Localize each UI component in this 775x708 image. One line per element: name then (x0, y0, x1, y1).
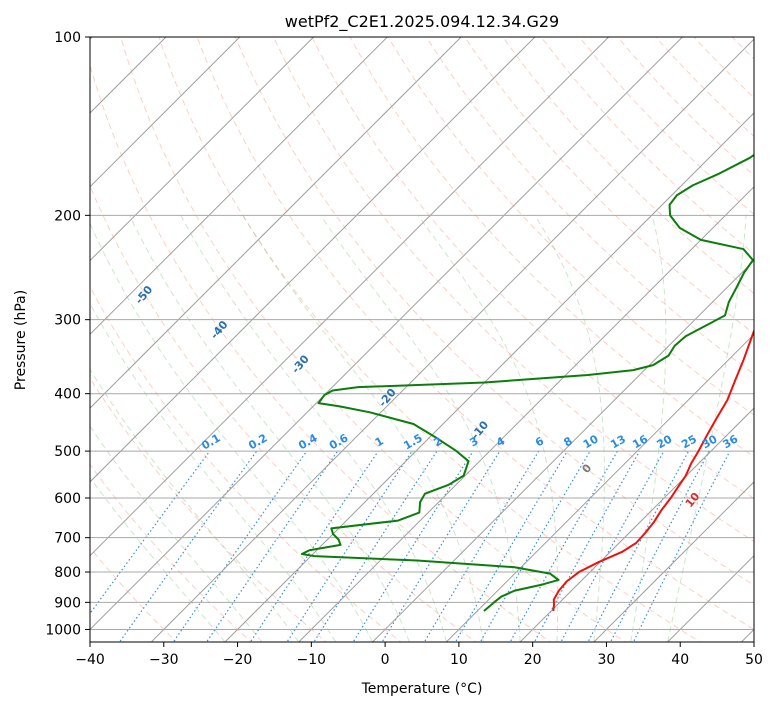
moist-adiabat-line (180, 215, 447, 642)
dry-adiabat-line (120, 37, 627, 642)
mixing-ratio-line (205, 450, 339, 642)
dry-adiabat-line (464, 37, 754, 335)
moist-adiabat-line (667, 215, 747, 642)
y-tick-label: 800 (54, 565, 81, 581)
x-tick-label: −40 (75, 652, 105, 668)
moist-adiabat-line (90, 302, 337, 642)
temperature-profile-line (552, 328, 754, 612)
dry-adiabat-line (349, 37, 754, 458)
moist-adiabat-line (320, 215, 521, 642)
x-tick-label: 30 (598, 652, 616, 668)
plot-area: 0.10.20.40.611.52346810131620253036-100-… (90, 37, 754, 642)
gridlines (90, 37, 754, 642)
dry-adiabat-line (90, 463, 252, 642)
moist-adiabat-line (90, 368, 300, 642)
isotherm-line (519, 407, 754, 642)
isotherm-line (593, 481, 754, 642)
y-tick-label: 700 (54, 531, 81, 547)
dry-adiabat-line (655, 37, 754, 138)
dry-adiabat-line (158, 37, 702, 642)
isotherm-line (224, 112, 754, 642)
dry-adiabat-line (425, 37, 754, 375)
x-tick-label: −10 (297, 652, 327, 668)
x-tick-label: 10 (450, 652, 468, 668)
x-tick-label: 40 (671, 652, 689, 668)
isotherm-line (371, 259, 754, 642)
moist-adiabat-line (90, 222, 374, 642)
isotherm-line (90, 37, 241, 188)
y-tick-label: 1000 (45, 622, 81, 638)
mixing-ratio-line (118, 450, 258, 642)
isotherm-line (298, 186, 754, 642)
dry-adiabat-line (616, 37, 754, 176)
x-tick-label: −30 (149, 652, 179, 668)
moist-adiabat-line (129, 215, 410, 642)
mixing-ratio-line (249, 450, 379, 642)
mixing-ratio-line (381, 450, 501, 642)
dry-adiabat-line (90, 63, 552, 642)
dry-adiabat-line (234, 37, 754, 586)
chart-title: wetPf2_C2E1.2025.094.12.34.G29 (285, 12, 559, 32)
y-tick-label: 200 (54, 208, 81, 224)
isotherm-line (150, 38, 754, 642)
x-tick-label: 50 (745, 652, 763, 668)
moist-adiabat-line (90, 476, 226, 642)
mixing-ratio-line (313, 450, 438, 642)
dry-adiabat-line (90, 377, 327, 642)
isotherm-line (90, 37, 462, 409)
moist-adiabat-line (630, 215, 667, 642)
mixing-ratio-line (454, 450, 568, 642)
plot-frame (89, 36, 755, 643)
mixing-ratio-line (560, 450, 665, 642)
data-lines (300, 153, 754, 612)
y-axis: 1000 900 800 700 600 500 400 300 200 100 (45, 30, 90, 638)
dewpoint-profile-line (300, 153, 754, 612)
y-tick-label: 500 (54, 444, 81, 460)
x-axis: −40 −30 −20 −10 0 10 20 30 40 50 (75, 642, 763, 668)
y-tick-label: 300 (54, 313, 81, 329)
mixing-ratio-line (609, 450, 710, 642)
x-axis-label: Temperature (°C) (361, 681, 483, 697)
isotherm-line (90, 37, 684, 631)
y-tick-label: 900 (54, 595, 81, 611)
moist-adiabat-line (417, 215, 559, 642)
mixing-ratio-line (286, 450, 413, 642)
dry-adiabat-line (387, 37, 754, 416)
y-axis-label: Pressure (hPa) (13, 290, 29, 390)
moist-adiabat-line (90, 425, 263, 642)
x-tick-label: 0 (381, 652, 390, 668)
y-tick-label: 100 (54, 30, 81, 46)
isotherm-line (90, 37, 536, 483)
isotherm-line (90, 37, 610, 557)
x-tick-label: 20 (524, 652, 542, 668)
isotherm-line (445, 333, 754, 642)
mixing-ratio-line (587, 450, 690, 642)
dry-adiabat-line (90, 285, 402, 642)
background-lines (90, 37, 754, 642)
moist-adiabat-line (534, 215, 605, 642)
mixing-ratio-line (172, 450, 308, 642)
dry-adiabat-line (90, 184, 477, 642)
isotherm-line (90, 37, 315, 262)
x-tick-label: −20 (223, 652, 253, 668)
y-tick-label: 400 (54, 387, 81, 403)
dry-adiabat-line (502, 37, 754, 295)
mixing-ratio-line (90, 450, 211, 615)
y-tick-label: 600 (54, 491, 81, 507)
